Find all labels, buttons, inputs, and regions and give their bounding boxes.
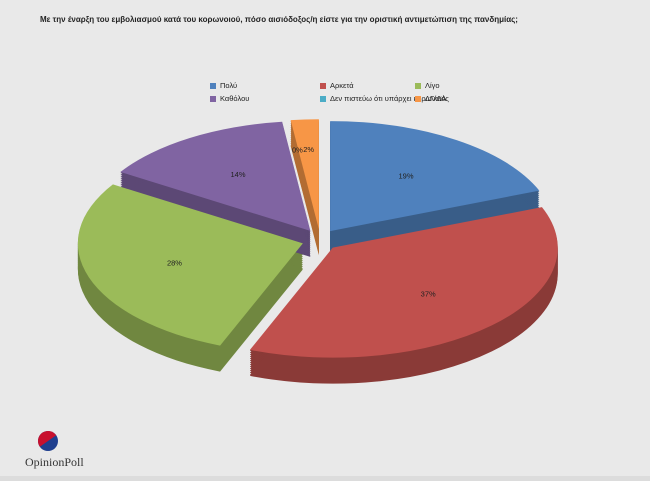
legend-label: Αρκετά <box>330 81 354 90</box>
legend-label: Λίγο <box>425 81 440 90</box>
chart-title: Με την έναρξη του εμβολιασμού κατά του κ… <box>40 15 518 24</box>
data-label: 28% <box>167 259 182 268</box>
slice <box>77 184 303 346</box>
data-label: 37% <box>421 289 436 298</box>
slice <box>290 119 319 230</box>
slice <box>120 121 311 231</box>
legend-swatch <box>210 83 216 89</box>
legend-label: Πολύ <box>220 81 237 90</box>
legend-label: Δεν πιστεύω ότι υπάρχει κορωνοϊός <box>330 94 449 103</box>
slice <box>249 207 558 358</box>
data-label: 2% <box>303 145 314 154</box>
legend-swatch <box>210 96 216 102</box>
logo-icon <box>38 431 58 451</box>
data-label: 14% <box>231 170 246 179</box>
data-label: 0% <box>292 146 303 155</box>
legend-label: Καθόλου <box>220 94 249 103</box>
legend-swatch <box>320 83 326 89</box>
slice <box>330 121 540 232</box>
data-label: 19% <box>398 171 413 180</box>
legend-swatch <box>415 83 421 89</box>
legend-label: ΔΓ/ΔΑ <box>425 94 446 103</box>
legend-swatch <box>320 96 326 102</box>
legend-swatch <box>415 96 421 102</box>
logo-text: OpinionPoll <box>25 455 84 469</box>
